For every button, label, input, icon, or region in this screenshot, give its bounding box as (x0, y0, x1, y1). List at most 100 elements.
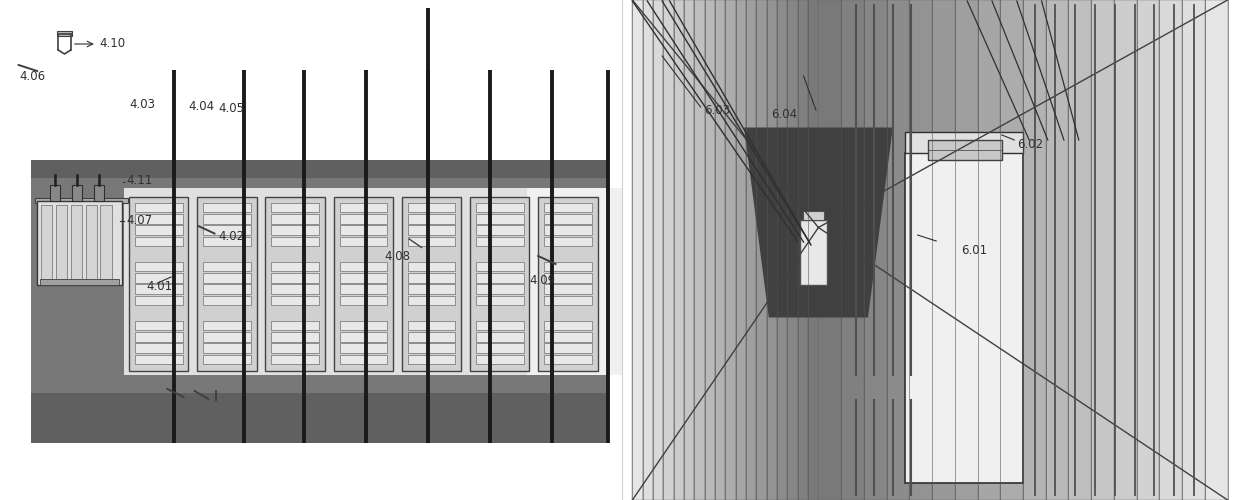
Bar (41, 205, 52, 281)
Bar (476, 320, 523, 330)
Bar (802, 211, 825, 220)
Bar (544, 354, 591, 364)
Bar (476, 262, 523, 272)
Bar (203, 343, 250, 353)
Bar (538, 196, 598, 370)
Text: 4.07: 4.07 (126, 214, 153, 227)
Polygon shape (694, 0, 704, 500)
Bar (340, 262, 387, 272)
Polygon shape (704, 0, 715, 500)
Bar (544, 343, 591, 353)
Bar (203, 320, 250, 330)
Bar (544, 262, 591, 272)
Bar (622, 0, 1240, 500)
Text: 4.10: 4.10 (99, 37, 125, 50)
Text: 4.03: 4.03 (129, 98, 155, 112)
Bar (203, 236, 250, 246)
Bar (340, 236, 387, 246)
Bar (135, 214, 182, 224)
Bar (135, 296, 182, 306)
Bar (100, 205, 112, 281)
Bar (135, 202, 182, 212)
Text: 4.01: 4.01 (146, 280, 172, 292)
Bar (928, 140, 1002, 160)
Bar (408, 214, 455, 224)
Polygon shape (1023, 0, 1045, 500)
Bar (476, 273, 523, 283)
Bar (135, 262, 182, 272)
Bar (476, 202, 523, 212)
Bar (470, 196, 529, 370)
Bar (340, 343, 387, 353)
Bar (408, 320, 455, 330)
Polygon shape (725, 0, 735, 500)
Bar (272, 343, 319, 353)
Polygon shape (887, 0, 909, 500)
Bar (476, 284, 523, 294)
Polygon shape (715, 0, 725, 500)
Polygon shape (818, 0, 841, 500)
Bar (135, 343, 182, 353)
Bar (86, 205, 97, 281)
Bar (203, 354, 250, 364)
Bar (340, 296, 387, 306)
Bar (544, 296, 591, 306)
Bar (203, 214, 250, 224)
Polygon shape (909, 0, 932, 500)
Text: 4.06: 4.06 (20, 70, 46, 82)
Bar (544, 202, 591, 212)
Bar (272, 236, 319, 246)
Bar (408, 202, 455, 212)
Bar (72, 185, 82, 201)
Polygon shape (684, 0, 694, 500)
Bar (544, 225, 591, 235)
Polygon shape (932, 0, 955, 500)
Bar (544, 320, 591, 330)
Polygon shape (632, 0, 642, 500)
Bar (129, 196, 188, 370)
Bar (544, 236, 591, 246)
Bar (476, 354, 523, 364)
Bar (272, 320, 319, 330)
Bar (197, 196, 257, 370)
Bar (35, 198, 128, 202)
Polygon shape (1205, 0, 1228, 500)
Polygon shape (673, 0, 684, 500)
Bar (272, 214, 319, 224)
Polygon shape (735, 0, 746, 500)
Text: 6.01: 6.01 (961, 244, 987, 256)
Bar (203, 296, 250, 306)
Bar (31, 160, 608, 442)
Bar (37, 201, 122, 285)
Bar (135, 225, 182, 235)
Bar (203, 225, 250, 235)
Bar (71, 205, 82, 281)
Polygon shape (797, 0, 808, 500)
Bar (544, 332, 591, 342)
Bar (408, 354, 455, 364)
Bar (272, 354, 319, 364)
Bar (476, 236, 523, 246)
Polygon shape (1182, 0, 1205, 500)
Bar (340, 273, 387, 283)
Bar (408, 296, 455, 306)
Bar (135, 273, 182, 283)
Text: 4.04: 4.04 (188, 100, 215, 112)
Bar (203, 332, 250, 342)
Bar (272, 202, 319, 212)
Bar (476, 343, 523, 353)
Bar (476, 296, 523, 306)
Bar (905, 152, 1023, 482)
Text: 6.04: 6.04 (771, 108, 797, 122)
Polygon shape (1159, 0, 1182, 500)
Polygon shape (744, 128, 893, 318)
Polygon shape (1091, 0, 1114, 500)
Bar (340, 225, 387, 235)
Polygon shape (663, 0, 673, 500)
Bar (408, 262, 455, 272)
Polygon shape (841, 0, 864, 500)
Text: 4.02: 4.02 (218, 230, 244, 242)
Bar (135, 332, 182, 342)
Bar (334, 196, 393, 370)
Bar (340, 354, 387, 364)
